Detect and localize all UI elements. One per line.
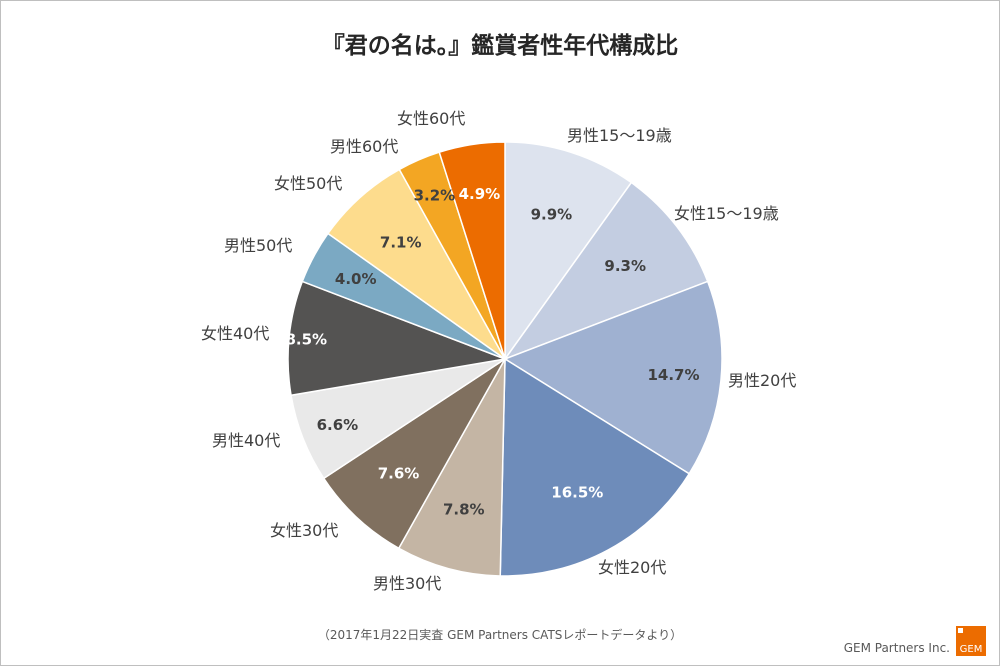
- percent-label: 4.9%: [459, 185, 501, 203]
- category-label: 女性50代: [274, 174, 342, 193]
- category-label: 女性40代: [201, 324, 269, 343]
- pie-slice-8: [287, 280, 508, 397]
- pie-slice-5: [397, 358, 506, 577]
- percent-label: 3.2%: [414, 187, 456, 205]
- percent-label: 7.6%: [378, 464, 420, 482]
- pie-slice-12: [438, 141, 506, 360]
- category-label: 女性15～19歳: [674, 204, 779, 223]
- brand-name: GEM Partners Inc.: [843, 641, 950, 655]
- percent-label: 16.5%: [551, 484, 603, 502]
- percent-label: 4.0%: [335, 270, 377, 288]
- category-label: 男性20代: [728, 371, 796, 390]
- category-label: 男性60代: [330, 137, 398, 156]
- percent-label: 6.6%: [317, 416, 359, 434]
- pie-slice-6: [322, 358, 506, 550]
- category-label: 男性15～19歳: [567, 126, 672, 145]
- category-label: 男性40代: [212, 431, 280, 450]
- percent-label: 8.5%: [285, 330, 327, 348]
- pie-slices: [287, 141, 723, 577]
- gem-logo-icon: GEM: [956, 626, 986, 656]
- percent-label: 14.7%: [647, 366, 699, 384]
- chart-title: 『君の名は。』鑑賞者性年代構成比: [321, 33, 679, 59]
- percent-label: 9.3%: [604, 257, 646, 275]
- pie-slice-2: [502, 181, 709, 361]
- percent-label: 7.1%: [380, 234, 422, 252]
- pie-slice-3: [503, 280, 723, 475]
- logo-text: GEM: [960, 644, 983, 655]
- percent-label: 9.9%: [531, 205, 573, 223]
- category-label: 男性30代: [373, 574, 441, 593]
- pie-slice-1: [504, 141, 633, 362]
- category-label: 女性30代: [270, 521, 338, 540]
- category-label: 女性60代: [397, 109, 465, 128]
- percent-label: 7.8%: [443, 501, 485, 519]
- category-label: 女性20代: [598, 558, 666, 577]
- category-label: 男性50代: [224, 236, 292, 255]
- pie-slice-4: [499, 357, 691, 577]
- percent-labels: 9.9% 9.3% 14.7% 16.5% 7.8% 7.6% 6.6% 8.5% 4.0%7.…: [285, 185, 699, 519]
- source-note: （2017年1月22日実査 GEM Partners CATSレポートデータより…: [317, 628, 683, 642]
